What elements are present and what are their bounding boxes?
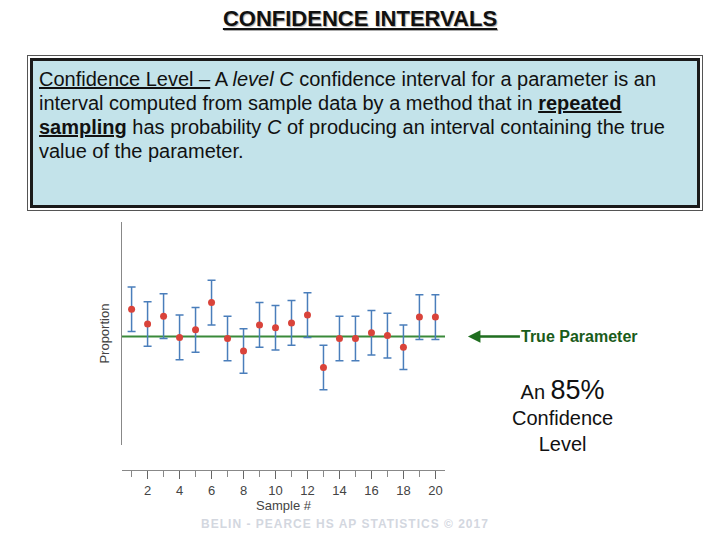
svg-text:True Parameter: True Parameter: [521, 328, 638, 345]
svg-text:12: 12: [300, 483, 314, 498]
html-text:BELIN - PEARCE HS AP STATISTIC: BELIN - PEARCE HS AP STATISTICS © 2017: [201, 517, 489, 531]
svg-text:8: 8: [240, 483, 247, 498]
svg-text:Sample #: Sample #: [256, 498, 312, 513]
svg-text:16: 16: [364, 483, 378, 498]
html-text:Confidence Level – A level C c: Confidence Level – A level C confidence …: [39, 68, 665, 162]
svg-text:Proportion: Proportion: [97, 304, 112, 364]
svg-text:14: 14: [332, 483, 346, 498]
svg-text:An 85%ConfidenceLevel: An 85%ConfidenceLevel: [512, 375, 613, 455]
svg-text:18: 18: [396, 483, 410, 498]
html-text:CONFIDENCE INTERVALS: CONFIDENCE INTERVALS: [222, 6, 498, 31]
svg-text:6: 6: [208, 483, 215, 498]
svg-text:20: 20: [428, 483, 442, 498]
svg-text:4: 4: [176, 483, 183, 498]
svg-text:2: 2: [144, 483, 151, 498]
svg-text:10: 10: [268, 483, 282, 498]
